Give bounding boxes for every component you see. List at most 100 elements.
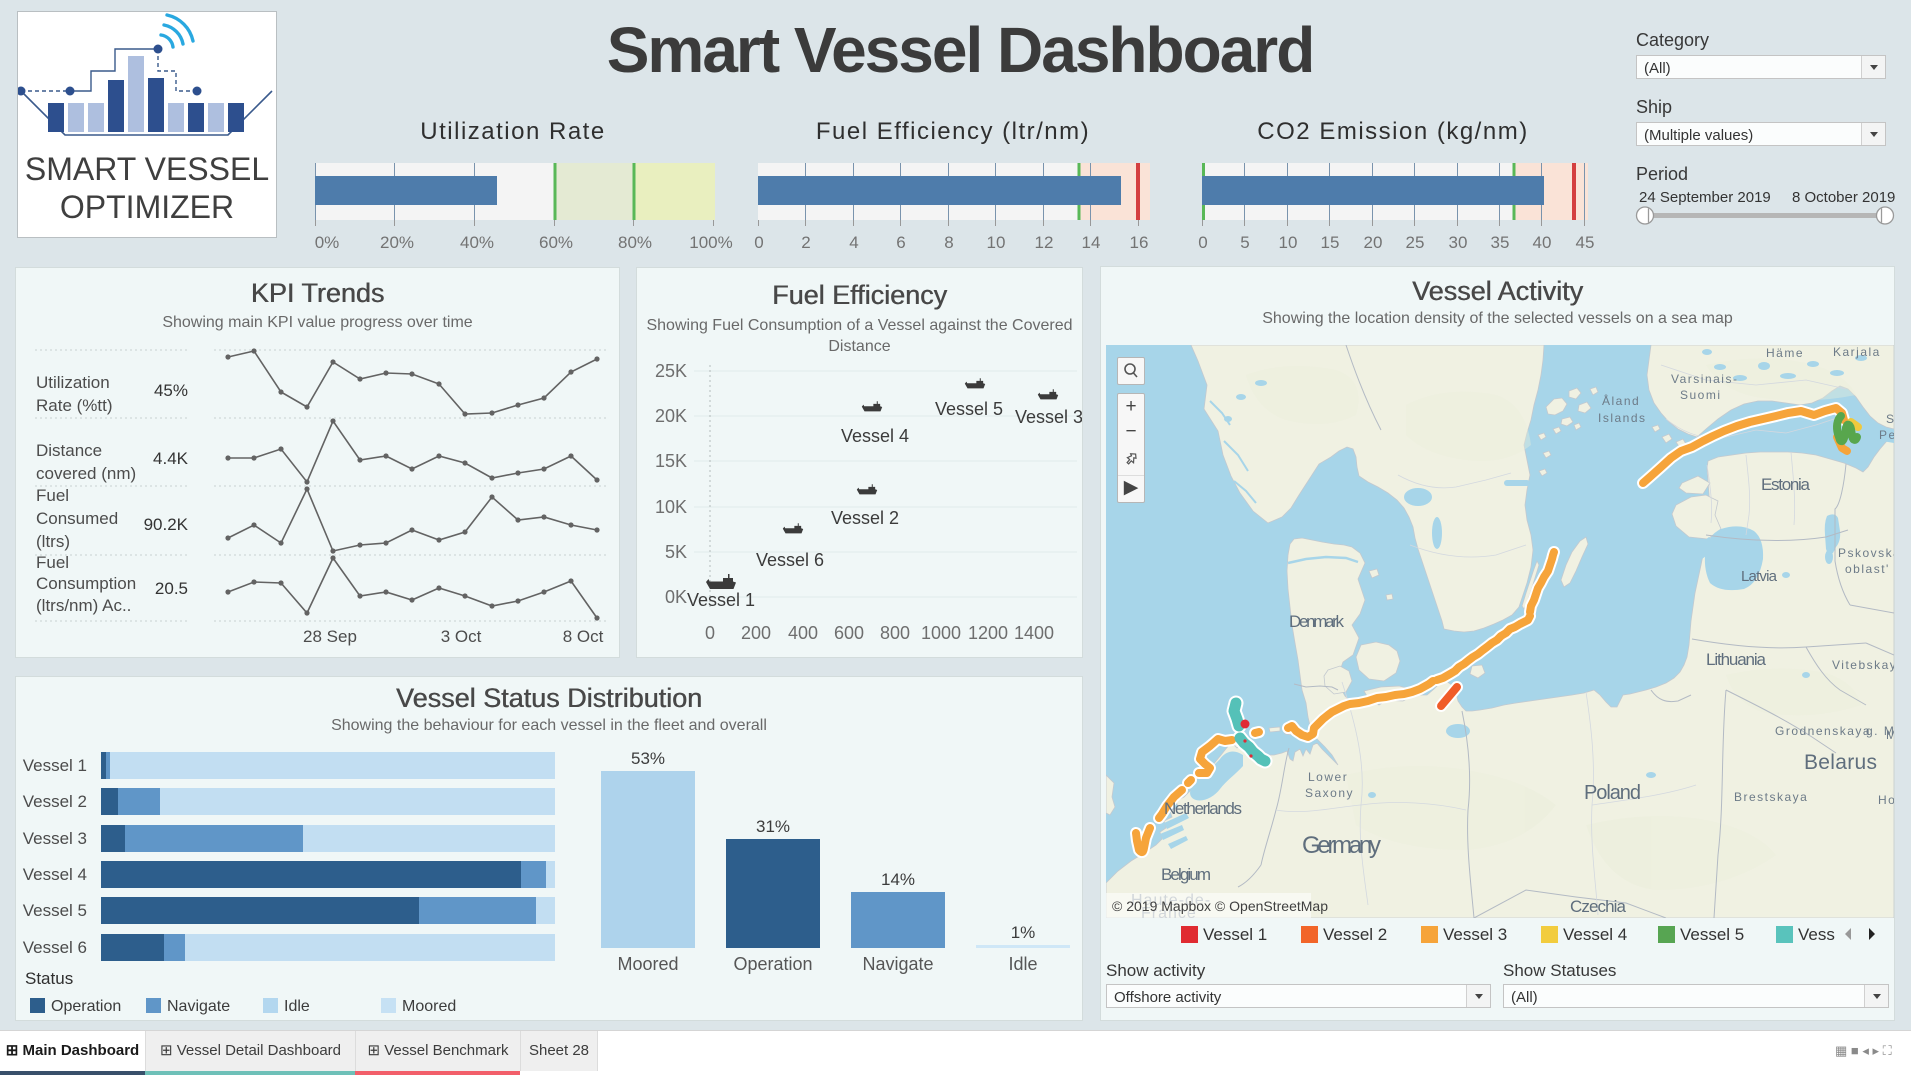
svg-text:14: 14 [1082, 233, 1101, 252]
svg-text:Consumption: Consumption [36, 574, 136, 593]
svg-text:S: S [1886, 412, 1894, 426]
svg-text:Vessel 5: Vessel 5 [23, 901, 87, 920]
svg-text:Vessel 3: Vessel 3 [23, 829, 87, 848]
svg-text:Netherlands: Netherlands [1164, 799, 1242, 818]
svg-text:0: 0 [754, 233, 763, 252]
svg-text:Vessel 1: Vessel 1 [23, 756, 87, 775]
svg-text:20K: 20K [655, 406, 687, 426]
svg-text:Navigate: Navigate [862, 954, 933, 974]
svg-text:Häme: Häme [1766, 346, 1804, 360]
svg-text:Pet: Pet [1879, 428, 1894, 442]
svg-text:0K: 0K [665, 587, 687, 607]
svg-text:20%: 20% [380, 233, 414, 252]
svg-text:4: 4 [849, 233, 858, 252]
svg-text:Suomi: Suomi [1680, 388, 1722, 402]
svg-text:Vessel 6: Vessel 6 [23, 938, 87, 957]
svg-text:Vessel 2: Vessel 2 [23, 792, 87, 811]
svg-text:15K: 15K [655, 451, 687, 471]
svg-text:Fuel: Fuel [36, 553, 69, 572]
svg-text:Vitebskaya: Vitebskaya [1832, 658, 1894, 672]
svg-text:Vessel 4: Vessel 4 [23, 865, 87, 884]
svg-text:4.4K: 4.4K [153, 449, 189, 468]
svg-text:2: 2 [801, 233, 810, 252]
svg-text:Mo: Mo [1886, 728, 1894, 742]
svg-text:Saxony: Saxony [1305, 786, 1354, 800]
svg-text:Homy: Homy [1878, 793, 1894, 807]
svg-text:Belgium: Belgium [1161, 865, 1211, 884]
svg-text:Vessel 2: Vessel 2 [831, 508, 899, 528]
svg-text:Vessel 5: Vessel 5 [1680, 925, 1744, 944]
svg-text:Karjala: Karjala [1833, 345, 1881, 359]
svg-text:Vessel 5: Vessel 5 [935, 399, 1003, 419]
svg-text:90.2K: 90.2K [144, 515, 189, 534]
svg-text:Islands: Islands [1598, 411, 1647, 425]
svg-text:8: 8 [944, 233, 953, 252]
svg-text:20.5: 20.5 [155, 579, 188, 598]
svg-text:1400: 1400 [1014, 623, 1054, 643]
svg-text:OPTIMIZER: OPTIMIZER [60, 189, 234, 225]
svg-text:1%: 1% [1011, 923, 1036, 942]
svg-text:60%: 60% [539, 233, 573, 252]
svg-text:200: 200 [741, 623, 771, 643]
svg-text:40%: 40% [460, 233, 494, 252]
svg-text:Czechia: Czechia [1570, 897, 1627, 916]
svg-text:Varsinais-: Varsinais- [1671, 372, 1738, 386]
svg-text:400: 400 [788, 623, 818, 643]
svg-text:Utilization: Utilization [36, 373, 110, 392]
svg-text:Status: Status [25, 969, 73, 988]
svg-text:1200: 1200 [968, 623, 1008, 643]
svg-text:0%: 0% [315, 233, 340, 252]
svg-text:10: 10 [987, 233, 1006, 252]
svg-text:53%: 53% [631, 749, 665, 768]
svg-text:Pskovska: Pskovska [1838, 546, 1894, 560]
svg-text:80%: 80% [618, 233, 652, 252]
svg-text:Estonia: Estonia [1761, 475, 1811, 494]
svg-text:Belarus: Belarus [1804, 751, 1877, 774]
svg-text:35: 35 [1491, 233, 1510, 252]
svg-text:Åland: Åland [1602, 393, 1640, 408]
svg-text:Navigate: Navigate [167, 998, 230, 1015]
svg-text:Vessel 2: Vessel 2 [1323, 925, 1387, 944]
svg-text:Vessel 1: Vessel 1 [1203, 925, 1267, 944]
svg-text:12: 12 [1035, 233, 1054, 252]
svg-text:Lower: Lower [1308, 770, 1348, 784]
svg-text:Vessel 3: Vessel 3 [1443, 925, 1507, 944]
svg-text:covered (nm): covered (nm) [36, 464, 136, 483]
svg-text:Rate (%tt): Rate (%tt) [36, 396, 113, 415]
svg-text:14%: 14% [881, 870, 915, 889]
svg-text:Operation: Operation [51, 998, 121, 1015]
svg-text:Grodnenskaya: Grodnenskaya [1775, 724, 1871, 738]
svg-text:Moored: Moored [617, 954, 678, 974]
svg-text:28 Sep: 28 Sep [303, 627, 357, 646]
svg-text:Vessel 3: Vessel 3 [1015, 407, 1082, 427]
svg-text:SMART VESSEL: SMART VESSEL [25, 151, 269, 187]
svg-text:Denmark: Denmark [1289, 612, 1345, 631]
svg-text:25: 25 [1406, 233, 1425, 252]
svg-text:Operation: Operation [733, 954, 812, 974]
svg-text:Vessel 4: Vessel 4 [841, 426, 909, 446]
svg-text:Vessel 1: Vessel 1 [687, 590, 755, 610]
svg-text:3 Oct: 3 Oct [441, 627, 482, 646]
svg-text:Idle: Idle [284, 998, 310, 1015]
svg-text:8 Oct: 8 Oct [563, 627, 604, 646]
svg-text:20: 20 [1364, 233, 1383, 252]
svg-text:Latvia: Latvia [1741, 568, 1778, 585]
svg-text:Vessel 6: Vessel 6 [756, 550, 824, 570]
svg-text:g. Minsk: g. Minsk [1866, 724, 1894, 738]
svg-text:600: 600 [834, 623, 864, 643]
svg-text:31%: 31% [756, 817, 790, 836]
svg-text:Idle: Idle [1008, 954, 1037, 974]
svg-text:(ltrs/nm) Ac..: (ltrs/nm) Ac.. [36, 596, 131, 615]
svg-text:40: 40 [1533, 233, 1552, 252]
svg-text:1000: 1000 [921, 623, 961, 643]
svg-text:0: 0 [705, 623, 715, 643]
svg-text:45: 45 [1576, 233, 1595, 252]
svg-text:6: 6 [896, 233, 905, 252]
svg-text:oblast': oblast' [1845, 562, 1890, 576]
svg-text:45%: 45% [154, 381, 188, 400]
svg-text:© 2019 Mapbox © OpenStreetMap: © 2019 Mapbox © OpenStreetMap [1112, 898, 1328, 914]
svg-text:30: 30 [1449, 233, 1468, 252]
svg-text:0: 0 [1198, 233, 1207, 252]
svg-text:10K: 10K [655, 497, 687, 517]
svg-text:(ltrs): (ltrs) [36, 532, 70, 551]
